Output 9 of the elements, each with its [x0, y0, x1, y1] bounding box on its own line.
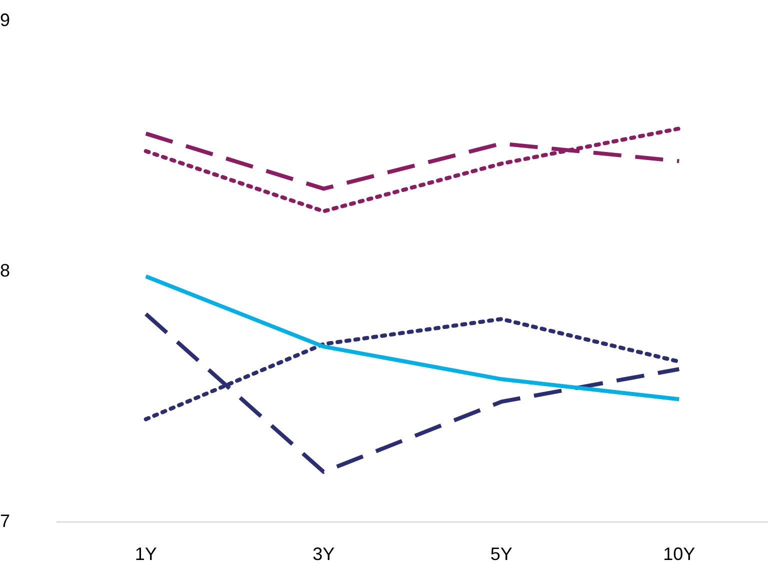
y-tick-label: 9	[0, 10, 10, 30]
line-series	[144, 312, 682, 474]
y-tick-label: 8	[0, 260, 10, 280]
x-tick-label: 1Y	[134, 544, 157, 564]
x-tick-label: 3Y	[312, 544, 335, 564]
line-series	[144, 126, 682, 214]
y-tick-label: 7	[0, 510, 10, 531]
x-tick-label: 5Y	[490, 544, 512, 564]
x-tick-label: 10Y	[663, 544, 696, 564]
